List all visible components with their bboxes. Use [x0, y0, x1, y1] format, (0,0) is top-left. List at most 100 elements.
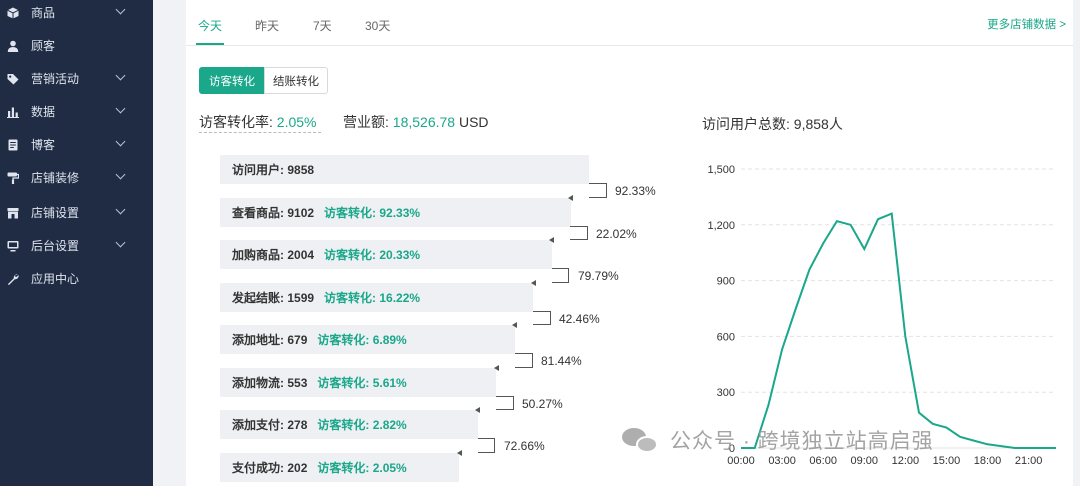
x-tick-label: 15:00 — [933, 455, 961, 467]
step-connector — [496, 396, 514, 410]
arrow-left-icon — [475, 407, 480, 413]
user-icon — [7, 40, 19, 52]
tab-divider — [186, 45, 1073, 46]
series-line — [741, 212, 1056, 449]
arrow-left-icon — [512, 322, 517, 328]
sidebar-item-label: 营销活动 — [31, 72, 80, 86]
chevron-down-icon — [115, 4, 126, 15]
wechat-icon — [622, 424, 662, 456]
step-connector — [478, 438, 495, 453]
y-tick-label: 0 — [729, 443, 735, 455]
box-icon — [7, 7, 19, 19]
x-tick-label: 21:00 — [1015, 455, 1043, 467]
funnel-step-label: 支付成功: — [232, 461, 284, 475]
y-tick-label: 600 — [717, 331, 735, 343]
revenue-label: 营业额: — [343, 114, 389, 130]
funnel-step-conversion: 访客转化: 92.33% — [324, 206, 421, 220]
funnel-step-conversion: 访客转化: 2.82% — [317, 418, 407, 432]
sidebar-item-data[interactable]: 数据 — [0, 95, 153, 128]
sidebar-item-label: 商品 — [31, 6, 56, 20]
visitor-conversion-rate: 访客转化率: 2.05% — [199, 112, 316, 132]
step-rate-label: 81.44% — [541, 354, 582, 368]
step-rate-label: 42.46% — [559, 312, 600, 326]
sidebar-item-products[interactable]: 商品 — [0, 0, 153, 29]
sidebar-item-label: 应用中心 — [31, 272, 80, 286]
tab-7-days[interactable]: 7天 — [313, 19, 332, 33]
document-icon — [7, 139, 19, 151]
funnel-step-conversion: 访客转化: 2.05% — [317, 461, 407, 475]
chevron-down-icon — [115, 103, 126, 114]
tab-yesterday[interactable]: 昨天 — [255, 19, 280, 33]
more-store-data-link[interactable]: 更多店铺数据 > — [987, 19, 1066, 31]
sidebar-item-marketing[interactable]: 营销活动 — [0, 62, 153, 95]
funnel-step-label: 访问用户: — [232, 163, 284, 177]
y-tick-label: 900 — [717, 276, 735, 288]
funnel-step: 发起结账: 1599 访客转化: 16.22% — [220, 283, 533, 312]
chevron-down-icon — [115, 204, 126, 215]
funnel-step-conversion: 访客转化: 6.89% — [317, 333, 407, 347]
tab-30-days[interactable]: 30天 — [365, 19, 391, 33]
sidebar-item-label: 后台设置 — [31, 239, 80, 253]
x-tick-label: 12:00 — [892, 455, 920, 467]
step-connector — [515, 353, 533, 368]
revenue: 营业额: 18,526.78 USD — [343, 112, 489, 132]
chevron-down-icon — [115, 237, 126, 248]
store-icon — [7, 207, 19, 219]
funnel-step-label: 查看商品: — [232, 206, 284, 220]
paint-roller-icon — [7, 172, 19, 184]
funnel-step-count: 9102 — [287, 205, 315, 220]
funnel-step-count: 2004 — [287, 247, 315, 262]
sidebar-item-app-center[interactable]: 应用中心 — [0, 262, 153, 295]
visitors-line-chart: 0 300 600 900 1,200 1,500 00:00 03:00 06:00 09:0… — [707, 164, 1056, 467]
rate-value: 2.05% — [276, 114, 317, 130]
funnel-step-count: 202 — [287, 460, 308, 475]
funnel-step-count: 679 — [287, 332, 308, 347]
sidebar-item-label: 数据 — [31, 105, 56, 119]
chevron-down-icon — [115, 169, 126, 180]
funnel-step-label: 添加地址: — [232, 333, 284, 347]
bar-chart-icon — [7, 106, 19, 118]
chevron-down-icon — [115, 136, 126, 147]
funnel-step-count: 553 — [287, 375, 308, 390]
sidebar-item-blog[interactable]: 博客 — [0, 128, 153, 161]
revenue-unit: USD — [458, 114, 489, 130]
scrollbar-track[interactable] — [1073, 0, 1080, 486]
y-tick-label: 1,200 — [707, 220, 735, 232]
funnel-step-conversion: 访客转化: 5.61% — [317, 376, 407, 390]
wrench-icon — [7, 273, 19, 285]
arrow-left-icon — [494, 365, 499, 371]
arrow-left-icon — [568, 195, 573, 201]
rate-underline — [199, 132, 321, 133]
sidebar-item-store-design[interactable]: 店铺装修 — [0, 161, 153, 194]
arrow-left-icon — [549, 237, 554, 243]
step-rate-label: 50.27% — [522, 397, 563, 411]
sidebar-item-label: 店铺设置 — [31, 206, 80, 220]
revenue-value: 18,526.78 — [392, 114, 456, 130]
checkout-conversion-toggle[interactable]: 结账转化 — [264, 67, 328, 94]
x-tick-label: 18:00 — [974, 455, 1002, 467]
visitor-conversion-toggle[interactable]: 访客转化 — [199, 67, 265, 94]
step-connector — [552, 268, 569, 283]
watermark: 公众号 · 跨境独立站高启强 — [622, 424, 934, 456]
sidebar-item-admin-settings[interactable]: 后台设置 — [0, 229, 153, 262]
rate-label: 访客转化率: — [199, 114, 273, 130]
tab-today[interactable]: 今天 — [198, 19, 223, 33]
visitors-label: 访问用户总数: — [702, 116, 790, 132]
funnel-step-count: 1599 — [287, 290, 315, 305]
step-connector — [570, 226, 588, 240]
funnel-step-label: 加购商品: — [232, 248, 284, 262]
step-connector — [533, 311, 551, 325]
funnel-step: 支付成功: 202 访客转化: 2.05% — [220, 453, 459, 482]
chevron-down-icon — [115, 70, 126, 81]
funnel-step: 添加物流: 553 访客转化: 5.61% — [220, 368, 496, 397]
active-tab-indicator — [196, 43, 224, 45]
sidebar-item-customers[interactable]: 顾客 — [0, 29, 153, 62]
funnel-step: 添加地址: 679 访客转化: 6.89% — [220, 325, 515, 354]
funnel-step: 添加支付: 278 访客转化: 2.82% — [220, 410, 478, 439]
funnel-step-label: 发起结账: — [232, 291, 284, 305]
sidebar-item-store-settings[interactable]: 店铺设置 — [0, 196, 153, 229]
arrow-left-icon — [457, 450, 462, 456]
sidebar-item-label: 顾客 — [31, 39, 56, 53]
monitor-icon — [7, 240, 19, 252]
funnel-step: 查看商品: 9102 访客转化: 92.33% — [220, 198, 571, 227]
